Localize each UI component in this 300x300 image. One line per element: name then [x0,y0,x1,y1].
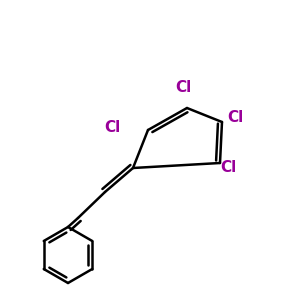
Text: Cl: Cl [227,110,243,125]
Text: Cl: Cl [175,80,191,95]
Text: Cl: Cl [104,119,120,134]
Text: Cl: Cl [220,160,236,175]
